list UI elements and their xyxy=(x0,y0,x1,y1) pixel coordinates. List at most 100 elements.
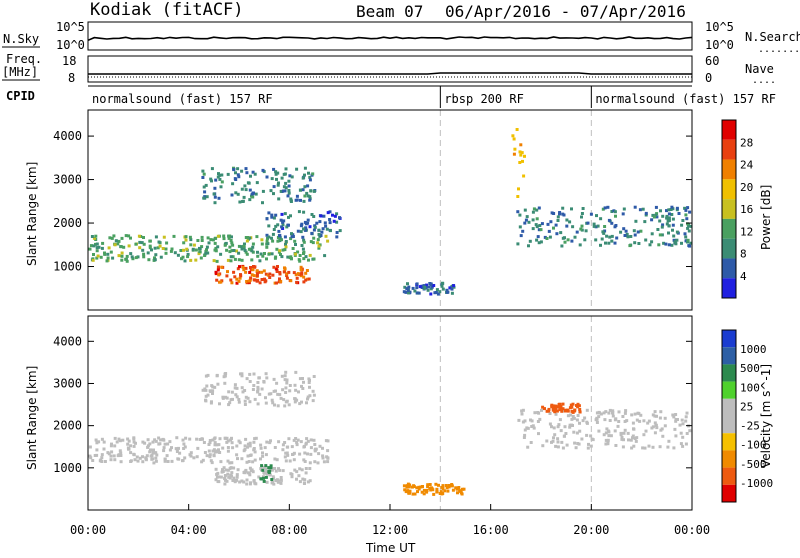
echo-cell xyxy=(573,408,577,412)
echo-cell xyxy=(248,271,252,274)
echo-cell xyxy=(585,420,589,424)
echo-cell xyxy=(523,433,527,437)
echo-cell xyxy=(553,410,557,414)
echo-cell xyxy=(520,151,524,155)
echo-cell xyxy=(216,234,220,238)
echo-cell xyxy=(238,276,242,280)
echo-cell xyxy=(653,421,657,425)
echo-cell xyxy=(202,196,206,200)
echo-cell xyxy=(627,438,630,442)
echo-cell xyxy=(158,442,162,446)
echo-cell xyxy=(561,446,565,450)
echo-cell xyxy=(309,446,313,450)
echo-cell xyxy=(138,240,142,244)
echo-cell xyxy=(608,419,612,422)
echo-cell xyxy=(602,433,606,437)
echo-cell xyxy=(660,225,664,229)
echo-cell xyxy=(222,466,226,470)
echo-cell xyxy=(253,172,257,176)
echo-cell xyxy=(435,288,439,292)
echo-cell xyxy=(91,258,95,262)
echo-cell xyxy=(188,453,192,457)
echo-cell xyxy=(231,446,235,450)
echo-cell xyxy=(303,166,307,170)
echo-cell xyxy=(283,455,287,459)
time-x-axis: 00:00 04:00 08:00 12:00 16:00 20:00 00:00 xyxy=(70,504,710,537)
echo-cell xyxy=(301,247,305,251)
echo-cell xyxy=(230,436,233,440)
echo-cell xyxy=(518,213,522,217)
echo-cell xyxy=(223,243,227,247)
echo-cell xyxy=(244,395,248,399)
echo-cell xyxy=(251,268,255,272)
echo-cell xyxy=(642,433,646,437)
echo-cell xyxy=(607,411,611,415)
echo-cell xyxy=(623,411,627,415)
echo-cell xyxy=(300,222,304,226)
echo-cell xyxy=(154,253,158,257)
echo-cell xyxy=(558,418,562,422)
echo-cell xyxy=(141,440,145,444)
echo-cell xyxy=(270,468,274,472)
echo-cell xyxy=(230,390,234,394)
echo-cell xyxy=(125,254,129,258)
echo-cell xyxy=(590,437,594,441)
echo-cell xyxy=(672,234,676,238)
colorbar-tick-label: 28 xyxy=(740,136,753,149)
echo-cell xyxy=(248,473,252,477)
echo-cell xyxy=(234,191,238,195)
echo-cell xyxy=(289,255,293,259)
echo-cell xyxy=(436,292,440,296)
echo-cell xyxy=(651,425,655,429)
echo-cell xyxy=(622,207,626,211)
echo-cell xyxy=(647,444,651,448)
echo-cell xyxy=(205,195,209,199)
colorbar-swatch xyxy=(722,467,736,485)
echo-cell xyxy=(633,205,637,209)
echo-cell xyxy=(260,464,264,468)
echo-cell xyxy=(423,285,427,289)
echo-cell xyxy=(661,214,665,218)
echo-cell xyxy=(667,243,671,247)
echo-cell xyxy=(218,177,222,181)
echo-cell xyxy=(267,471,271,474)
echo-cell xyxy=(230,474,233,478)
echo-cell xyxy=(298,259,302,263)
echo-cell xyxy=(117,239,121,243)
echo-cell xyxy=(526,445,530,449)
echo-cell xyxy=(408,491,411,495)
nsky-trace xyxy=(87,36,693,42)
echo-cell xyxy=(150,457,154,461)
echo-cell xyxy=(328,218,332,221)
echo-cell xyxy=(624,229,628,233)
echo-cell xyxy=(223,482,227,486)
echo-cell xyxy=(236,468,240,472)
echo-cell xyxy=(113,444,117,448)
echo-cell xyxy=(163,457,167,461)
echo-cell xyxy=(271,239,275,243)
echo-cell xyxy=(142,255,146,259)
echo-cell xyxy=(213,385,217,389)
echo-cell xyxy=(547,407,551,411)
echo-cell xyxy=(129,451,133,455)
echo-cell xyxy=(228,461,232,465)
echo-cell xyxy=(264,372,268,376)
echo-cell xyxy=(272,228,276,231)
echo-cell xyxy=(225,274,229,278)
echo-cell xyxy=(455,487,459,491)
echo-cell xyxy=(306,439,310,443)
echo-cell xyxy=(227,390,231,394)
echo-cell xyxy=(303,444,306,448)
echo-cell xyxy=(335,235,339,239)
echo-cell xyxy=(103,460,107,463)
echo-cell xyxy=(94,234,98,238)
echo-cell xyxy=(222,234,226,238)
echo-cell xyxy=(218,280,221,284)
echo-cell xyxy=(523,428,527,432)
echo-cell xyxy=(308,385,311,389)
echo-cell xyxy=(601,230,605,234)
echo-cell xyxy=(212,437,216,441)
echo-cell xyxy=(100,460,104,463)
echo-cell xyxy=(269,466,273,470)
echo-cell xyxy=(285,399,289,403)
